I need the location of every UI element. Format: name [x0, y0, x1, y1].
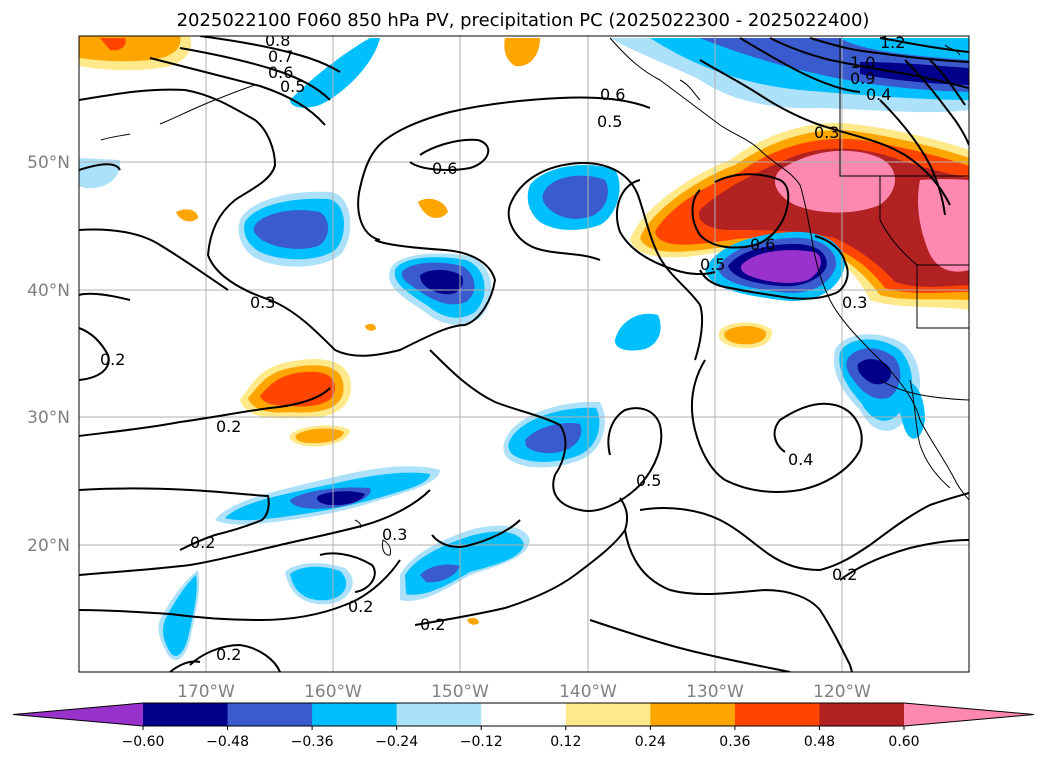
- colorbar-bin: [396, 703, 482, 726]
- colorbar-tick-label: 0.12: [550, 734, 581, 750]
- contour-label: 0.6: [268, 63, 293, 82]
- lon-label: 160°W: [304, 682, 362, 702]
- contour-label: 0.8: [265, 31, 290, 50]
- precip-blob: [290, 38, 380, 108]
- contour-label: 0.3: [842, 293, 867, 312]
- contour-label: 0.2: [832, 565, 857, 584]
- contour-labels: 0.8 0.7 0.6 0.5 0.6 0.5 1.2 1.0 0.9 0.4 …: [100, 31, 905, 664]
- colorbar-bin: [143, 703, 229, 726]
- precip-blob: [699, 148, 969, 287]
- precip-blob: [295, 428, 344, 444]
- lat-label: 50°N: [27, 153, 70, 173]
- contour-label: 0.3: [250, 293, 275, 312]
- contour-label: 0.7: [268, 47, 293, 66]
- precip-blob: [614, 313, 661, 351]
- precip-blob: [775, 150, 895, 213]
- contour-label: 1.0: [850, 53, 875, 72]
- pv-contours: [79, 36, 969, 672]
- colorbar-bin: [565, 703, 651, 726]
- precip-blob: [79, 158, 121, 189]
- colorbar-tick-label: 0.24: [635, 734, 666, 750]
- colorbar-tick-label: 0.60: [888, 734, 919, 750]
- lat-label: 30°N: [27, 408, 70, 428]
- precip-blob: [253, 210, 329, 249]
- contour-label: 0.4: [788, 450, 813, 469]
- colorbar-extend-high: [904, 703, 1034, 726]
- precip-blob: [525, 422, 582, 454]
- colorbar-tick-label: −0.12: [460, 734, 503, 750]
- contour-label: 0.2: [348, 597, 373, 616]
- colorbar-tick-label: −0.36: [291, 734, 334, 750]
- contour-label: 0.3: [814, 123, 839, 142]
- precip-blob: [467, 617, 479, 625]
- lon-label: 170°W: [177, 682, 235, 702]
- lon-label: 140°W: [559, 682, 617, 702]
- precip-blob: [860, 62, 969, 85]
- colorbar-tick-label: −0.48: [206, 734, 249, 750]
- precip-blob: [504, 38, 540, 67]
- contour-label: 0.5: [597, 112, 622, 131]
- precip-blob: [100, 38, 126, 51]
- precip-blob: [740, 250, 821, 283]
- lat-label: 20°N: [27, 536, 70, 556]
- contour-label: 0.2: [100, 350, 125, 369]
- contour-label: 0.4: [866, 85, 891, 104]
- lon-label: 150°W: [431, 682, 489, 702]
- precip-blob: [542, 175, 608, 219]
- map-frame: [78, 35, 970, 673]
- precip-blob: [857, 359, 892, 385]
- precip-blob: [176, 209, 198, 222]
- colorbar-tick-label: −0.24: [375, 734, 418, 750]
- colorbar-tick-label: 0.48: [804, 734, 835, 750]
- colorbar-bin: [734, 703, 820, 726]
- precip-blob: [897, 379, 925, 439]
- precip-blob: [724, 326, 767, 345]
- chart-title: 2025022100 F060 850 hPa PV, precipitatio…: [177, 10, 870, 31]
- colorbar: −0.60 −0.48 −0.36 −0.24 −0.12 0.12 0.24 0.36 0.4…: [12, 702, 1035, 750]
- contour-label: 0.6: [432, 159, 457, 178]
- lon-label: 120°W: [813, 682, 871, 702]
- precip-blob: [917, 179, 969, 272]
- precip-blob: [317, 491, 365, 506]
- contour-label: 0.2: [216, 417, 241, 436]
- coastlines: [100, 37, 969, 556]
- contour-label: 0.5: [700, 255, 725, 274]
- colorbar-bin: [650, 703, 736, 726]
- longitude-labels: 170°W 160°W 150°W 140°W 130°W 120°W: [177, 682, 871, 702]
- latitude-labels: 50°N 40°N 30°N 20°N: [27, 153, 70, 556]
- colorbar-tick-label: 0.36: [719, 734, 750, 750]
- precip-blob: [418, 198, 448, 218]
- contour-label: 0.6: [750, 235, 775, 254]
- contour-label: 0.2: [420, 615, 445, 634]
- lon-label: 130°W: [686, 682, 744, 702]
- precip-blob: [365, 323, 376, 331]
- colorbar-extend-low: [13, 703, 143, 726]
- precip-blob: [420, 564, 460, 583]
- contour-label: 0.2: [190, 533, 215, 552]
- precip-blob: [405, 531, 524, 595]
- colorbar-bin: [227, 703, 313, 726]
- colorbar-bin: [819, 703, 905, 726]
- contour-label: 0.6: [600, 85, 625, 104]
- precip-blob: [290, 566, 347, 601]
- colorbar-bin: [312, 703, 398, 726]
- contour-label: 0.3: [382, 525, 407, 544]
- contour-label: 1.2: [880, 33, 905, 52]
- contour-label: 0.2: [216, 645, 241, 664]
- map-area: 0.8 0.7 0.6 0.5 0.6 0.5 1.2 1.0 0.9 0.4 …: [79, 31, 969, 672]
- lat-label: 40°N: [27, 281, 70, 301]
- contour-label: 0.9: [850, 69, 875, 88]
- colorbar-tick-label: −0.60: [122, 734, 165, 750]
- contour-label: 0.5: [636, 471, 661, 490]
- precip-blob: [420, 269, 463, 295]
- colorbar-bin: [481, 703, 567, 726]
- contour-label: 0.5: [280, 77, 305, 96]
